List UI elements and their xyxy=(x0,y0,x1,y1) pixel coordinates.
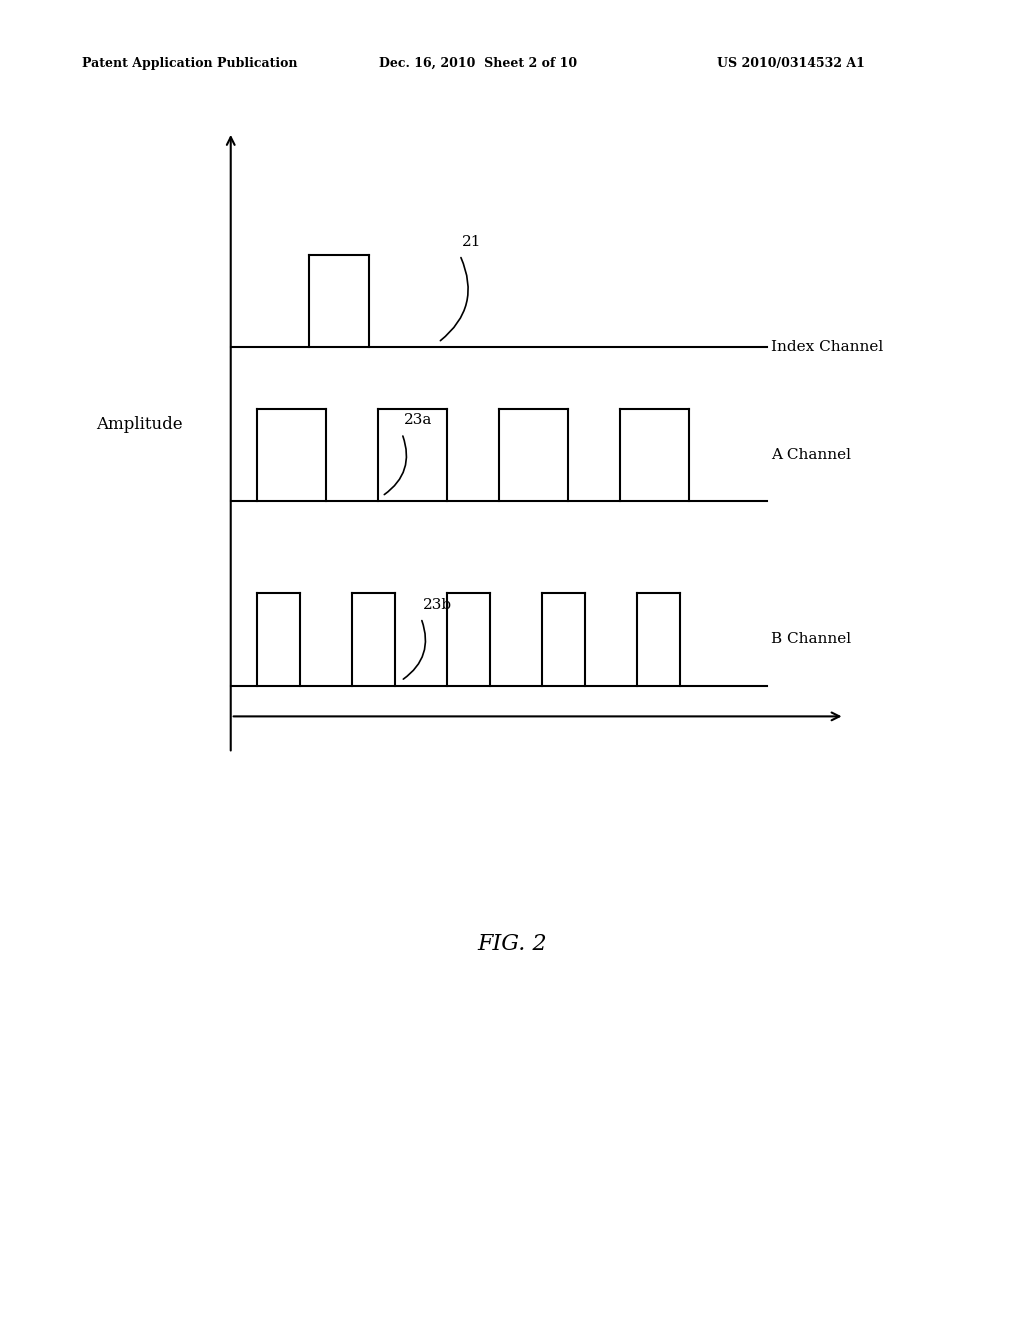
Text: 21: 21 xyxy=(463,235,482,249)
Text: Dec. 16, 2010  Sheet 2 of 10: Dec. 16, 2010 Sheet 2 of 10 xyxy=(379,57,577,70)
Text: 23b: 23b xyxy=(423,598,452,611)
Text: US 2010/0314532 A1: US 2010/0314532 A1 xyxy=(717,57,864,70)
Text: A Channel: A Channel xyxy=(771,447,851,462)
Text: FIG. 2: FIG. 2 xyxy=(477,933,547,954)
Text: Amplitude: Amplitude xyxy=(96,416,183,433)
Text: Patent Application Publication: Patent Application Publication xyxy=(82,57,297,70)
Text: B Channel: B Channel xyxy=(771,632,851,647)
Text: Index Channel: Index Channel xyxy=(771,341,884,354)
Text: 23a: 23a xyxy=(403,413,432,428)
